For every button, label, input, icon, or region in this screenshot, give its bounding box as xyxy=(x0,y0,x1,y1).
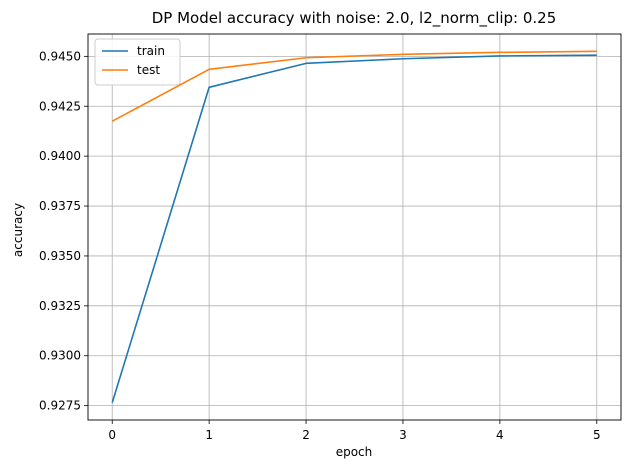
x-tick-label: 1 xyxy=(205,428,213,442)
x-tick-label: 5 xyxy=(593,428,601,442)
y-axis-ticks: 0.9275 0.9300 0.9325 0.9350 0.9375 0.9400 0.94… xyxy=(39,49,88,413)
plot-frame xyxy=(87,33,622,421)
x-tick-label: 4 xyxy=(496,428,504,442)
y-tick-label: 0.9425 xyxy=(39,99,81,113)
x-tick-label: 3 xyxy=(399,428,407,442)
x-axis-ticks: 0 1 2 3 4 5 xyxy=(108,420,601,442)
series-lines xyxy=(111,50,597,403)
y-tick-label: 0.9400 xyxy=(39,149,81,163)
x-tick-label: 0 xyxy=(108,428,116,442)
series-line-train xyxy=(111,54,597,403)
legend-label-test: test xyxy=(137,63,160,77)
y-tick-label: 0.9350 xyxy=(39,249,81,263)
y-tick-label: 0.9275 xyxy=(39,399,81,413)
y-axis-label: accuracy xyxy=(11,203,25,257)
y-tick-label: 0.9450 xyxy=(39,49,81,63)
y-tick-label: 0.9325 xyxy=(39,299,81,313)
x-tick-label: 2 xyxy=(302,428,310,442)
legend-label-train: train xyxy=(137,44,165,58)
y-tick-label: 0.9375 xyxy=(39,199,81,213)
legend: train test xyxy=(94,38,181,86)
chart-title: DP Model accuracy with noise: 2.0, l2_no… xyxy=(152,9,557,28)
y-tick-label: 0.9300 xyxy=(39,349,81,363)
x-axis-label: epoch xyxy=(336,445,373,459)
series-line-test xyxy=(111,50,597,122)
